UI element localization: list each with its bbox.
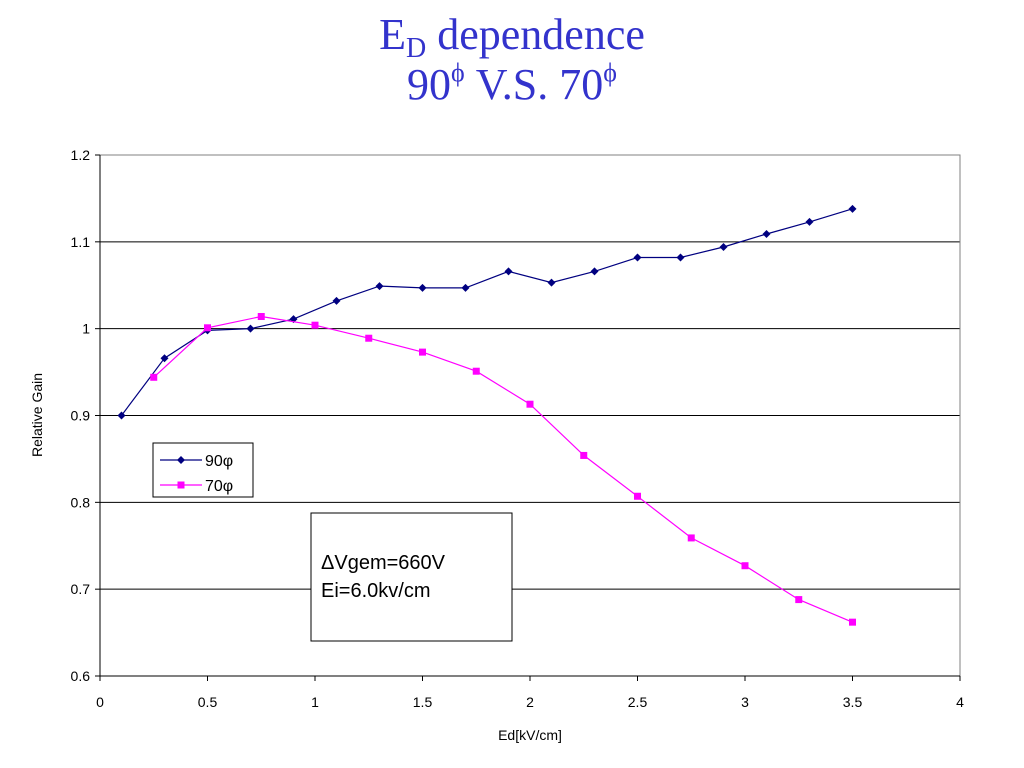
x-axis-title: Ed[kV/cm] [498, 727, 562, 743]
legend-label-90: 90φ [205, 453, 233, 470]
data-point [504, 267, 513, 276]
data-point [461, 283, 470, 292]
y-tick-label: 0.7 [71, 581, 91, 597]
y-tick-label: 1 [82, 321, 90, 337]
gridlines [100, 241, 960, 590]
y-tick-label: 0.6 [71, 668, 91, 684]
page-subtitle: 90ϕ V.S. 70ϕ [0, 60, 1024, 109]
data-point [257, 313, 265, 321]
x-tick-label: 4 [956, 694, 964, 710]
data-point [590, 267, 599, 276]
data-point [580, 451, 588, 459]
axes: 0.6 0.7 0.8 0.9 1 1.1 1.2 0 0.5 1 1.5 2 2.5 3 3.5 4 [71, 147, 965, 710]
y-tick-label: 1.1 [71, 234, 91, 250]
data-point [633, 253, 642, 262]
data-point [805, 217, 814, 226]
data-point [795, 596, 803, 604]
data-point [719, 243, 728, 252]
page-title: ED dependence [0, 10, 1024, 63]
data-point [687, 534, 695, 542]
annotation-voltage: ΔVgem=660V [321, 552, 446, 574]
series-1 [150, 313, 856, 626]
x-tick-label: 3.5 [843, 694, 863, 710]
data-point [849, 618, 856, 626]
data-point [150, 373, 158, 381]
y-tick-label: 0.9 [71, 408, 91, 424]
annotation-frame [310, 512, 513, 642]
title-e: E [379, 10, 406, 59]
data-point [419, 348, 426, 356]
legend-marker-90 [177, 456, 185, 464]
x-tick-label: 1.5 [413, 694, 433, 710]
annotation-field: Ei=6.0kv/cm [321, 580, 430, 602]
data-point [160, 354, 169, 363]
x-tick-label: 1 [311, 694, 319, 710]
data-point [204, 324, 211, 332]
y-axis-title: Relative Gain [29, 373, 45, 457]
legend-label-70: 70φ [205, 478, 233, 495]
x-tick-label: 0 [96, 694, 104, 710]
data-point [634, 492, 641, 500]
data-point [375, 282, 384, 291]
title-dependence: dependence [426, 10, 645, 59]
data-point [741, 562, 749, 570]
x-tick-label: 2 [526, 694, 534, 710]
title-subscript-d: D [406, 33, 427, 64]
legend-marker-70 [177, 481, 185, 489]
series-line [121, 208, 853, 416]
data-point [472, 367, 480, 375]
data-point [526, 400, 534, 408]
data-point [311, 321, 319, 329]
x-tick-label: 0.5 [198, 694, 218, 710]
data-point [418, 283, 427, 292]
series-0 [117, 204, 857, 420]
y-tick-label: 0.8 [71, 494, 91, 510]
subtitle-phi-2: ϕ [603, 58, 617, 87]
subtitle-phi-1: ϕ [451, 58, 465, 87]
x-tick-label: 2.5 [628, 694, 648, 710]
subtitle-vs-70: V.S. 70 [464, 60, 604, 109]
data-point [676, 253, 685, 262]
annotation-box: ΔVgem=660V Ei=6.0kv/cm [310, 512, 513, 642]
legend-box [152, 442, 254, 498]
series-line [153, 315, 853, 623]
data-point [365, 334, 373, 342]
data-point [848, 204, 857, 213]
y-tick-label: 1.2 [71, 147, 91, 163]
data-point [762, 230, 771, 239]
data-point [246, 324, 255, 333]
x-tick-label: 3 [741, 694, 749, 710]
legend: 90φ 70φ [152, 442, 254, 498]
data-point [117, 411, 126, 420]
subtitle-90: 90 [407, 60, 452, 109]
data-point [547, 278, 556, 287]
series-layer [117, 204, 857, 626]
data-point [332, 296, 341, 305]
